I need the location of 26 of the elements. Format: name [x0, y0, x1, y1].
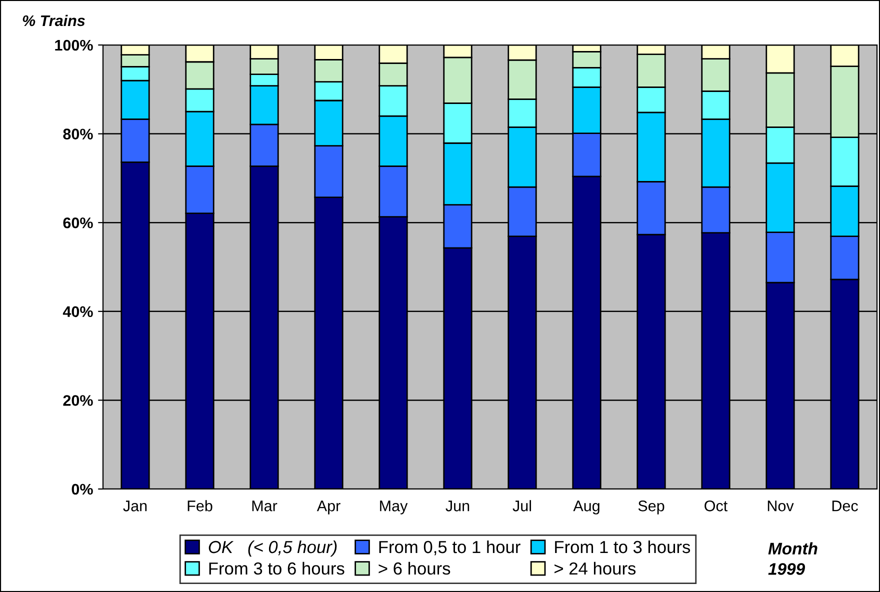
x-tick-label: Apr — [316, 500, 340, 514]
x-tick-label: Dec — [832, 500, 858, 512]
x-tick-label: May — [380, 500, 408, 514]
legend-label: > 6 hours — [378, 562, 450, 575]
x-tick-label: Sep — [638, 500, 664, 514]
legend-label: OK (< 0,5 hour) — [208, 540, 337, 557]
x-tick-label: Aug — [573, 500, 600, 514]
y-tick-label: 40% — [62, 306, 93, 318]
legend-label: > 24 hours — [554, 562, 636, 575]
x-tick-label: Nov — [768, 500, 794, 512]
y-tick-label: 80% — [63, 128, 93, 140]
x-tick-label: Jun — [446, 500, 470, 512]
x-axis-title: Month 1999 — [768, 542, 818, 575]
y-tick-label: 0% — [72, 484, 93, 495]
legend-label: From 1 to 3 hours — [555, 540, 690, 554]
x-tick-label: Jan — [123, 500, 147, 512]
legend-label: From 3 to 6 hours — [209, 562, 344, 575]
x-tick-label: Oct — [704, 500, 728, 512]
y-tick-label: 20% — [63, 395, 93, 406]
x-tick-label: Mar — [252, 500, 278, 512]
x-tick-label: Jul — [512, 500, 531, 512]
y-tick-label: 60% — [63, 217, 93, 228]
x-tick-label: Feb — [188, 500, 212, 512]
chart-title: % Trains — [22, 14, 85, 26]
y-tick-label: 100% — [55, 40, 93, 51]
legend-label: From 0,5 to 1 hour — [379, 540, 520, 556]
